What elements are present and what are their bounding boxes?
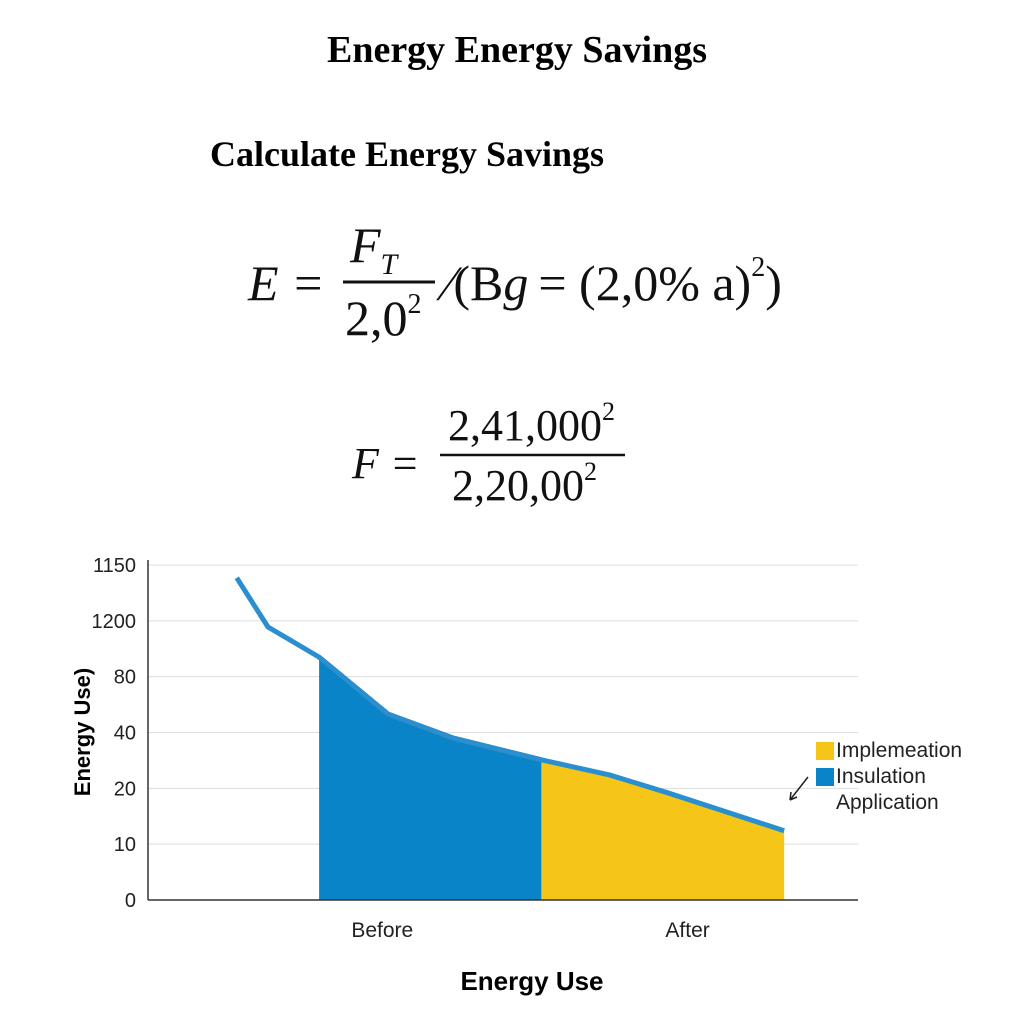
- area: [541, 759, 785, 900]
- formula-den: 2,02: [345, 289, 422, 346]
- num-sup: 2: [602, 397, 615, 426]
- legend-label: Insulation Application: [836, 765, 939, 814]
- y-tick-label: 10: [114, 834, 136, 856]
- line: [234, 576, 785, 834]
- formula-num: FT: [349, 217, 400, 281]
- den-sup: 2: [584, 457, 597, 486]
- rest: = (2,0% a): [538, 255, 751, 311]
- plot: 0 10 20 40 80 1200 1150 Before After: [92, 555, 858, 942]
- y-tick-label: 1200: [92, 611, 137, 633]
- x-tick-label: After: [665, 919, 709, 942]
- formula-2: F = 2,41,0002 2,20,002: [351, 397, 625, 510]
- y-tick-label: 1150: [93, 555, 136, 577]
- y-tick-label: 80: [114, 667, 136, 689]
- legend: Implemeation Insulation Application: [816, 738, 986, 816]
- rest-end: ): [765, 255, 782, 311]
- formula-1: E = FT 2,02 ⁄(Bg = (2,0% a)2): [247, 217, 782, 346]
- legend-item: Insulation Application: [816, 764, 986, 816]
- den-sup: 2: [408, 289, 422, 320]
- rest: g: [503, 255, 528, 311]
- title: Energy Energy Savings: [327, 29, 707, 71]
- area: [319, 657, 542, 900]
- den: 2,0: [345, 290, 408, 346]
- y-tick-label: 20: [114, 778, 136, 800]
- legend-label: Implemeation: [836, 739, 963, 762]
- formula-rest: ⁄(Bg = (2,0% a)2): [436, 252, 782, 311]
- subtitle: Calculate Energy Savings: [210, 134, 604, 174]
- num: F: [349, 217, 381, 273]
- formula-lhs: F =: [351, 439, 420, 488]
- formula-den: 2,20,002: [452, 457, 597, 510]
- legend-item: Implemeation: [816, 738, 986, 764]
- num: 2,41,000: [448, 401, 602, 450]
- x-axis-label: Energy Use: [460, 966, 603, 996]
- formula-num: 2,41,0002: [448, 397, 615, 450]
- legend-swatch: [816, 742, 834, 760]
- legend-swatch: [816, 768, 834, 786]
- formula-lhs: E =: [247, 255, 325, 311]
- den: 2,20,00: [452, 461, 584, 510]
- rest: ⁄(B: [436, 255, 503, 311]
- num-sub: T: [381, 248, 400, 281]
- y-axis-label: Energy Use): [70, 668, 95, 796]
- y-tick-label: 40: [114, 723, 136, 745]
- x-tick-label: Before: [351, 919, 413, 942]
- rest-sup: 2: [751, 252, 765, 283]
- legend-arrow: [789, 776, 809, 801]
- y-tick-label: 0: [125, 890, 136, 912]
